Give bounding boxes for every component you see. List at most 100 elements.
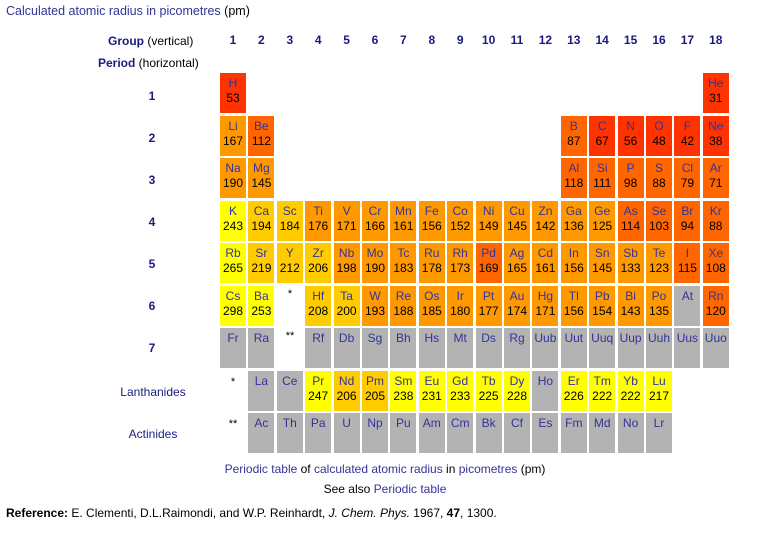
element-symbol[interactable]: Uuo: [704, 331, 727, 345]
element-symbol[interactable]: P: [626, 161, 635, 175]
element-symbol[interactable]: Tl: [568, 289, 579, 303]
element-cell-md[interactable]: Md: [589, 413, 616, 453]
element-cell-eu[interactable]: Eu 231: [418, 371, 445, 411]
element-cell-pa[interactable]: Pa: [305, 413, 332, 453]
element-cell-ac[interactable]: Ac: [248, 413, 275, 453]
element-cell-be[interactable]: Be 112: [248, 116, 275, 156]
element-cell-h[interactable]: H 53: [220, 73, 246, 113]
element-cell-s[interactable]: S 88: [646, 158, 672, 198]
see-also-periodic-table-link[interactable]: Periodic table: [373, 482, 447, 496]
element-cell-ti[interactable]: Ti 176: [305, 201, 332, 241]
element-symbol[interactable]: Lu: [652, 374, 666, 388]
element-cell-cs[interactable]: Cs 298: [220, 286, 246, 326]
element-symbol[interactable]: Mt: [453, 331, 467, 345]
element-cell-nd[interactable]: Nd 206: [333, 371, 360, 411]
element-cell-mo[interactable]: Mo 190: [362, 243, 388, 283]
element-symbol[interactable]: Pu: [396, 416, 411, 430]
element-cell-kr[interactable]: Kr 88: [702, 201, 729, 241]
element-cell-ga[interactable]: Ga 136: [560, 201, 587, 241]
element-cell-la[interactable]: La: [248, 371, 275, 411]
element-cell-y[interactable]: Y 212: [276, 243, 303, 283]
element-cell-hg[interactable]: Hg 171: [532, 286, 559, 326]
element-cell-f[interactable]: F 42: [674, 116, 701, 156]
element-symbol[interactable]: Os: [424, 289, 440, 303]
element-symbol[interactable]: Lr: [653, 416, 665, 430]
element-symbol[interactable]: Am: [422, 416, 441, 430]
element-cell-ta[interactable]: Ta 200: [333, 286, 360, 326]
element-cell-pm[interactable]: Pm 205: [362, 371, 388, 411]
element-symbol[interactable]: Cd: [537, 246, 554, 260]
element-symbol[interactable]: I: [685, 246, 690, 260]
element-cell-p[interactable]: P 98: [617, 158, 644, 198]
element-symbol[interactable]: Mg: [253, 161, 270, 175]
element-symbol[interactable]: Bh: [396, 331, 411, 345]
element-cell-ca[interactable]: Ca 194: [248, 201, 275, 241]
element-cell-ne[interactable]: Ne 38: [702, 116, 729, 156]
element-cell-rg[interactable]: Rg: [504, 328, 530, 368]
element-cell-yb[interactable]: Yb 222: [617, 371, 644, 411]
element-symbol[interactable]: Li: [228, 119, 238, 133]
element-symbol[interactable]: Th: [282, 416, 297, 430]
element-cell-th[interactable]: Th: [276, 413, 303, 453]
element-symbol[interactable]: Uus: [676, 331, 699, 345]
element-symbol[interactable]: Br: [681, 204, 694, 218]
element-symbol[interactable]: Pa: [310, 416, 326, 430]
element-cell-cu[interactable]: Cu 145: [504, 201, 530, 241]
element-cell-ru[interactable]: Ru 178: [418, 243, 445, 283]
element-cell-br[interactable]: Br 94: [674, 201, 701, 241]
element-symbol[interactable]: Rn: [708, 289, 724, 303]
element-cell-bk[interactable]: Bk: [475, 413, 502, 453]
element-cell-uus[interactable]: Uus: [674, 328, 701, 368]
element-symbol[interactable]: La: [254, 374, 269, 388]
element-cell-fe[interactable]: Fe 156: [418, 201, 445, 241]
element-symbol[interactable]: Ga: [565, 204, 582, 218]
element-cell-bh[interactable]: Bh: [390, 328, 417, 368]
element-symbol[interactable]: O: [654, 119, 664, 133]
element-cell-tc[interactable]: Tc 183: [390, 243, 417, 283]
element-symbol[interactable]: Np: [367, 416, 383, 430]
element-symbol[interactable]: Uuh: [647, 331, 670, 345]
element-symbol[interactable]: Se: [651, 204, 667, 218]
element-cell-ra[interactable]: Ra: [248, 328, 275, 368]
element-symbol[interactable]: Mn: [395, 204, 412, 218]
element-cell-gd[interactable]: Gd 233: [447, 371, 474, 411]
element-symbol[interactable]: B: [569, 119, 578, 133]
element-symbol[interactable]: He: [708, 76, 724, 90]
element-symbol[interactable]: W: [369, 289, 381, 303]
element-cell-ni[interactable]: Ni 149: [475, 201, 502, 241]
element-cell-bi[interactable]: Bi 143: [617, 286, 644, 326]
element-symbol[interactable]: Gd: [452, 374, 469, 388]
element-cell-at[interactable]: At: [674, 286, 701, 326]
element-cell-es[interactable]: Es: [532, 413, 559, 453]
element-symbol[interactable]: Rh: [452, 246, 468, 260]
element-cell-uut[interactable]: Uut: [560, 328, 587, 368]
element-symbol[interactable]: Zr: [312, 246, 324, 260]
element-symbol[interactable]: Fr: [227, 331, 239, 345]
element-cell-k[interactable]: K 243: [220, 201, 246, 241]
element-symbol[interactable]: Sg: [367, 331, 383, 345]
element-symbol[interactable]: Cr: [368, 204, 382, 218]
element-cell-ho[interactable]: Ho: [532, 371, 559, 411]
element-symbol[interactable]: N: [626, 119, 635, 133]
element-cell-ba[interactable]: Ba 253: [248, 286, 275, 326]
element-symbol[interactable]: Cu: [509, 204, 525, 218]
element-cell-he[interactable]: He 31: [702, 73, 729, 113]
element-cell-uup[interactable]: Uup: [617, 328, 644, 368]
element-symbol[interactable]: Ho: [537, 374, 554, 388]
element-cell-cm[interactable]: Cm: [447, 413, 474, 453]
element-cell-ds[interactable]: Ds: [475, 328, 502, 368]
element-cell-cr[interactable]: Cr 166: [362, 201, 388, 241]
element-symbol[interactable]: Cl: [681, 161, 694, 175]
element-cell-pu[interactable]: Pu: [390, 413, 417, 453]
element-symbol[interactable]: Ag: [509, 246, 525, 260]
element-cell-hs[interactable]: Hs: [418, 328, 445, 368]
element-cell-li[interactable]: Li 167: [220, 116, 246, 156]
element-symbol[interactable]: Fm: [565, 416, 583, 430]
element-cell-tb[interactable]: Tb 225: [475, 371, 502, 411]
element-symbol[interactable]: Al: [568, 161, 580, 175]
element-cell-o[interactable]: O 48: [646, 116, 672, 156]
element-cell-au[interactable]: Au 174: [504, 286, 530, 326]
title-link[interactable]: Calculated atomic radius in picometres: [6, 4, 221, 18]
element-cell-uuo[interactable]: Uuo: [702, 328, 729, 368]
element-symbol[interactable]: Ar: [709, 161, 722, 175]
